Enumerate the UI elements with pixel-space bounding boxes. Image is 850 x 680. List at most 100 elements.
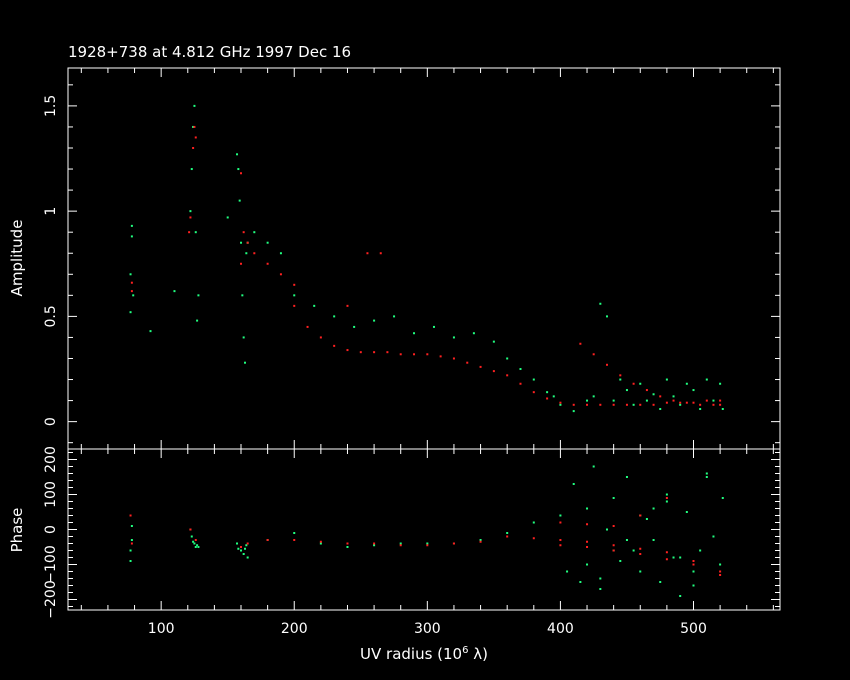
phase-data-point [373,542,376,545]
phase-data-point [719,570,722,573]
phase-data-point [679,556,682,559]
phase-data-point [712,535,715,538]
x-axis-label-tail: λ) [468,645,488,663]
amplitude-data-point [366,252,369,255]
amplitude-data-point [193,104,196,107]
phase-data-point [506,535,509,538]
amplitude-data-point [705,378,708,381]
phase-data-point [612,497,615,499]
amplitude-data-point [721,408,724,411]
amplitude-data-point [592,395,595,398]
phase-data-point [130,542,133,545]
amplitude-data-point [399,353,402,356]
amplitude-data-point [632,403,635,406]
phase-data-point [639,570,642,573]
phase-data-point [242,553,245,555]
amplitude-data-point [552,395,555,398]
amplitude-ytick-label: 1 [43,207,59,216]
phase-data-point [692,570,695,573]
amplitude-data-point [240,262,243,265]
amplitude-data-point [645,389,648,392]
amplitude-data-point [719,403,722,406]
amplitude-data-point [719,399,722,402]
x-tick-label: 100 [148,621,175,637]
phase-data-point [293,539,296,541]
phase-ticks: 100 200 300 400 500 −200−100 0 100 200 [43,446,780,637]
amplitude-ytick-label: 0 [43,417,59,426]
phase-data-point [196,544,199,547]
amplitude-data-point [306,325,309,328]
amplitude-data-point [705,399,708,402]
x-tick-label: 500 [680,621,707,637]
amplitude-data-point [519,368,522,371]
amplitude-data-point [319,336,322,339]
amplitude-data-point [173,290,176,293]
amplitude-data-point [652,403,655,406]
x-tick-label: 300 [414,621,441,637]
phase-data-point [665,500,668,503]
phase-ytick-label: −200 [43,580,59,618]
amplitude-data-point [413,353,416,356]
phase-data-point [719,574,722,576]
amplitude-data-point [242,336,245,339]
amplitude-data-point [599,302,602,305]
amplitude-data-point [572,403,575,406]
amplitude-data-point [149,330,152,333]
phase-data-point [452,542,455,545]
phase-data-point [190,535,193,538]
x-axis-label-exponent: 6 [462,645,468,656]
amplitude-data-point [685,382,688,385]
phase-data-point [705,472,708,475]
amplitude-data-point [685,401,688,404]
amplitude-data-point [242,231,245,234]
amplitude-data-point [532,378,535,381]
amplitude-data-point [240,172,243,175]
phase-data-point [129,549,132,552]
amplitude-data-point [452,357,455,360]
amplitude-data-point [293,283,296,286]
phase-points [129,465,724,597]
amplitude-data-point [253,252,256,255]
amplitude-data-point [130,235,133,238]
amplitude-data-point [586,399,589,402]
chart-title: 1928+738 at 4.812 GHz 1997 Dec 16 [68,43,351,61]
amplitude-data-point [279,252,282,255]
phase-data-point [625,539,628,541]
amplitude-data-point [612,399,615,402]
phase-data-point [625,476,628,478]
phase-ytick-label: 0 [43,525,59,534]
amplitude-data-point [189,216,192,219]
amplitude-data-point [333,315,336,318]
phase-data-point [639,547,642,550]
amplitude-data-point [699,408,702,411]
amplitude-data-point [253,231,256,234]
amplitude-data-point [194,231,197,234]
phase-data-point [346,542,349,545]
phase-data-point [612,544,615,547]
amplitude-data-point [679,403,682,406]
phase-data-point [645,518,648,520]
amplitude-data-point [679,401,682,404]
amplitude-data-point [279,273,282,276]
amplitude-data-point [426,353,429,356]
amplitude-data-point [719,382,722,385]
amplitude-data-point [572,410,575,413]
amplitude-data-point [652,393,655,396]
phase-data-point [245,544,248,547]
amplitude-data-point [625,389,628,392]
amplitude-data-point [712,399,715,402]
phase-data-point [586,563,589,566]
amplitude-data-point [439,355,442,358]
phase-data-point [237,547,240,550]
amplitude-data-point [293,304,296,307]
phase-data-point [652,507,655,510]
amplitude-data-point [592,353,595,356]
amplitude-data-point [266,262,269,265]
amplitude-data-point [373,319,376,322]
amplitude-data-point [605,363,608,366]
amplitude-ytick-label: 0.5 [43,305,59,327]
phase-data-point [559,521,562,524]
phase-data-point [592,465,595,468]
